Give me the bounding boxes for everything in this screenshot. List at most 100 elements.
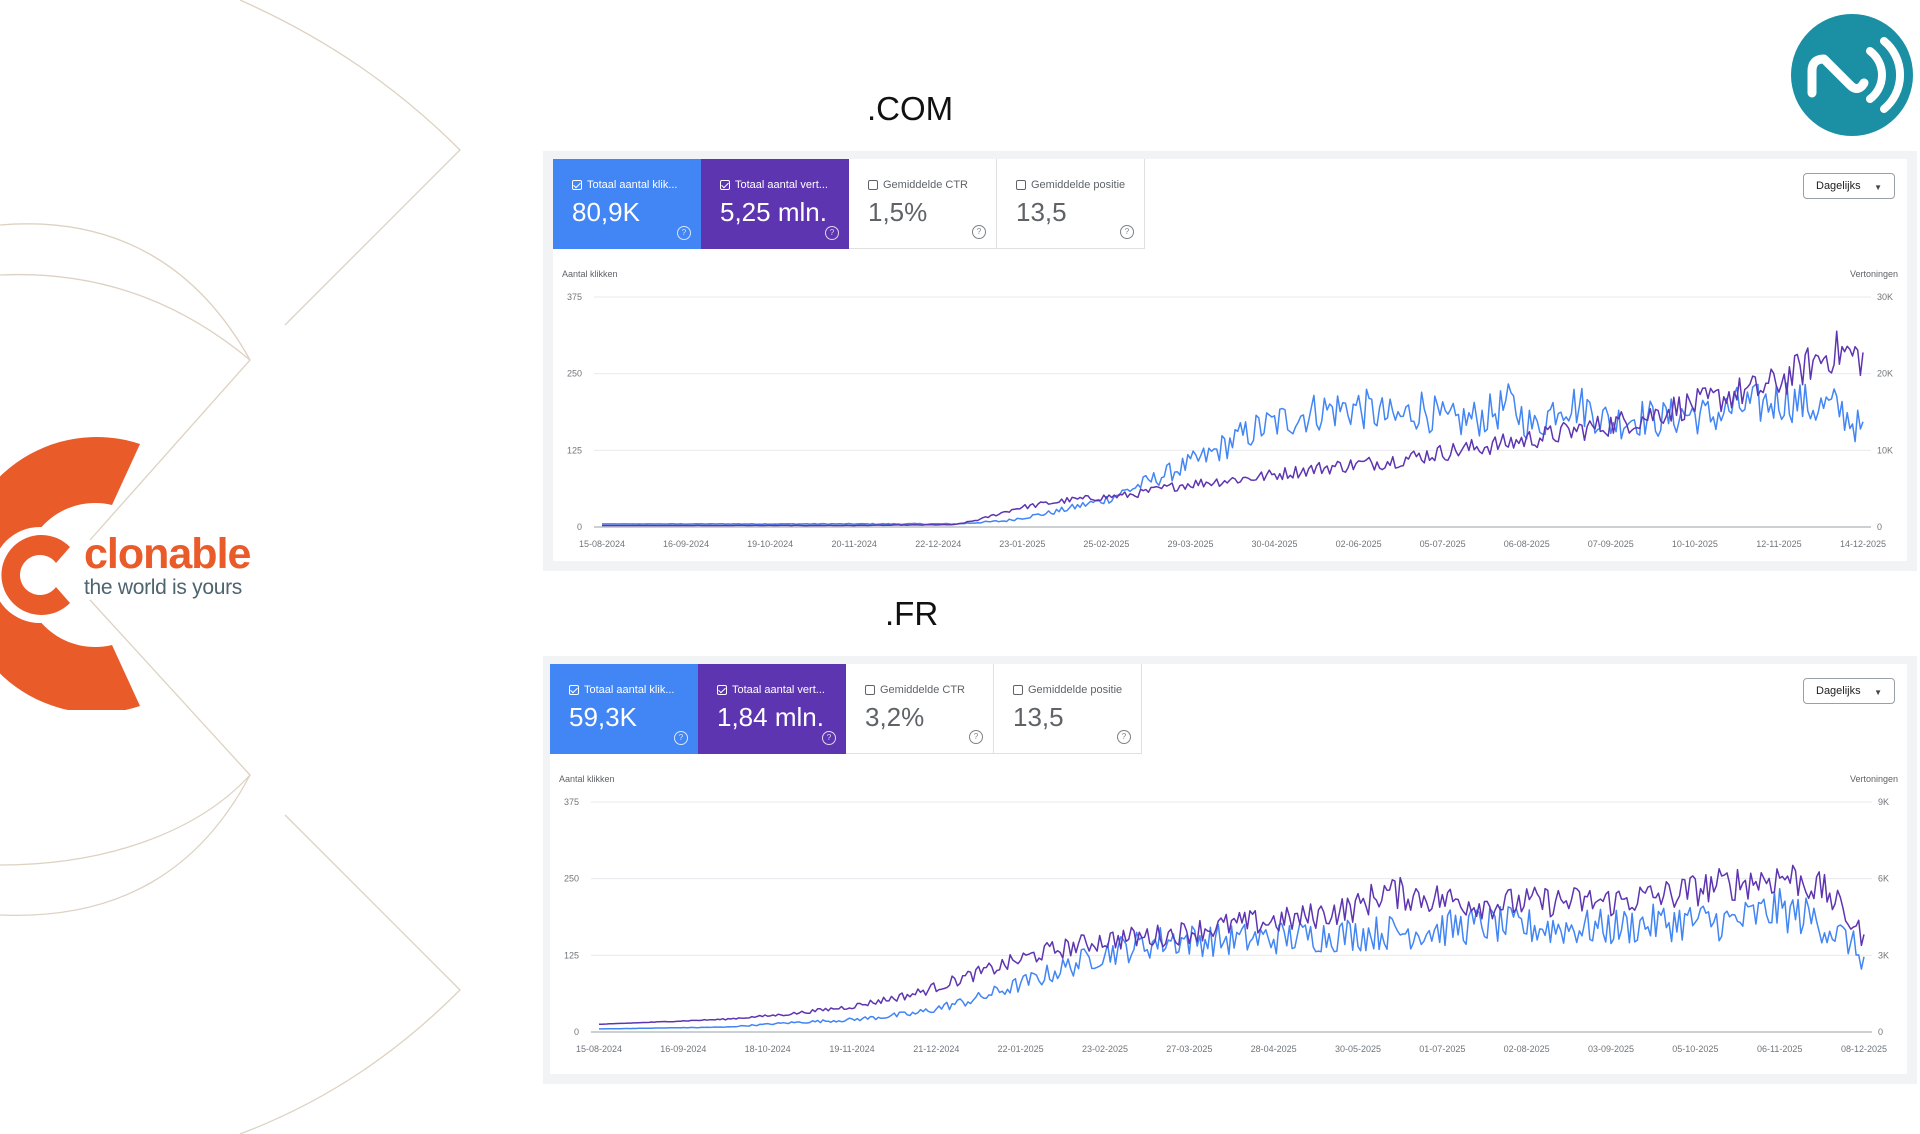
x-tick-label: 16-09-2024 bbox=[660, 1044, 706, 1054]
metric-label: Gemiddelde CTR bbox=[883, 179, 968, 191]
series-line-impressions bbox=[602, 330, 1864, 527]
clonable-logo-mark bbox=[0, 437, 140, 710]
metric-value: 1,84 mln. bbox=[717, 702, 824, 732]
metric-value: 1,5% bbox=[868, 197, 928, 227]
x-tick-label: 30-04-2025 bbox=[1252, 539, 1298, 549]
series-line-impressions bbox=[598, 864, 1865, 1026]
x-tick-label: 23-02-2025 bbox=[1082, 1044, 1128, 1054]
panel-inner: Totaal aantal klik... 59,3K ? Totaal aan… bbox=[550, 664, 1907, 1074]
x-tick-label: 12-11-2025 bbox=[1756, 539, 1801, 549]
metric-label: Totaal aantal klik... bbox=[587, 179, 678, 191]
x-tick-label: 02-08-2025 bbox=[1504, 1044, 1550, 1054]
panel-inner: Totaal aantal klik... 80,9K ? Totaal aan… bbox=[553, 159, 1907, 561]
metric-label: Totaal aantal klik... bbox=[584, 684, 675, 696]
x-tick-label: 18-10-2024 bbox=[745, 1044, 791, 1054]
x-tick-label: 27-03-2025 bbox=[1166, 1044, 1212, 1054]
x-tick-label: 07-09-2025 bbox=[1588, 539, 1634, 549]
x-tick-label: 16-09-2024 bbox=[663, 539, 709, 549]
metric-card-position[interactable]: Gemiddelde positie 13,5 ? bbox=[997, 159, 1145, 249]
x-tick-label: 05-10-2025 bbox=[1672, 1044, 1718, 1054]
help-icon[interactable]: ? bbox=[677, 226, 691, 240]
checkbox-icon[interactable] bbox=[865, 685, 875, 695]
y-axis-title: Aantal klikken bbox=[562, 269, 618, 279]
metric-card-position[interactable]: Gemiddelde positie 13,5 ? bbox=[994, 664, 1142, 754]
help-icon[interactable]: ? bbox=[674, 731, 688, 745]
x-tick-label: 03-09-2025 bbox=[1588, 1044, 1634, 1054]
help-icon[interactable]: ? bbox=[1120, 225, 1134, 239]
metric-value: 59,3K bbox=[569, 702, 637, 732]
y2-tick-label: 3K bbox=[1878, 950, 1889, 960]
x-tick-label: 22-12-2024 bbox=[915, 539, 961, 549]
checkbox-icon[interactable] bbox=[572, 180, 582, 190]
y-tick-label: 0 bbox=[574, 1027, 579, 1037]
metric-card-impressions[interactable]: Totaal aantal vert... 5,25 mln. ? bbox=[701, 159, 849, 249]
y-tick-label: 250 bbox=[567, 369, 582, 379]
panel-title-fr: .FR bbox=[885, 595, 939, 632]
line-chart-fr: 0 0 125 3K 250 6K 375 9K Aantal klikken Vertoning… bbox=[559, 774, 1898, 1054]
search-console-panel-com: Totaal aantal klik... 80,9K ? Totaal aan… bbox=[543, 151, 1917, 571]
help-icon[interactable]: ? bbox=[1117, 730, 1131, 744]
metric-card-ctr[interactable]: Gemiddelde CTR 1,5% ? bbox=[849, 159, 997, 249]
checkbox-icon[interactable] bbox=[868, 180, 878, 190]
help-icon[interactable]: ? bbox=[822, 731, 836, 745]
x-tick-label: 19-11-2024 bbox=[829, 1044, 874, 1054]
help-icon[interactable]: ? bbox=[972, 225, 986, 239]
x-tick-label: 21-12-2024 bbox=[913, 1044, 959, 1054]
x-tick-label: 15-08-2024 bbox=[576, 1044, 622, 1054]
y-tick-label: 375 bbox=[564, 797, 579, 807]
metric-card-impressions[interactable]: Totaal aantal vert... 1,84 mln. ? bbox=[698, 664, 846, 754]
x-tick-label: 30-05-2025 bbox=[1335, 1044, 1381, 1054]
period-dropdown-value: Dagelijks bbox=[1816, 685, 1861, 697]
sound-wave-badge-icon bbox=[1791, 14, 1913, 136]
metric-label: Totaal aantal vert... bbox=[735, 179, 828, 191]
y2-tick-label: 9K bbox=[1878, 797, 1889, 807]
panel-title-com: .COM bbox=[867, 90, 954, 127]
metric-value: 13,5 bbox=[1013, 702, 1064, 732]
metric-card-clicks[interactable]: Totaal aantal klik... 80,9K ? bbox=[553, 159, 701, 249]
metric-label: Gemiddelde positie bbox=[1028, 684, 1123, 696]
caret-down-icon: ▼ bbox=[1874, 183, 1882, 192]
period-dropdown-value: Dagelijks bbox=[1816, 180, 1861, 192]
y-tick-label: 250 bbox=[564, 874, 579, 884]
series-line-clicks bbox=[599, 887, 1865, 1030]
y2-axis-title: Vertoningen bbox=[1850, 774, 1898, 784]
metric-value: 3,2% bbox=[865, 702, 925, 732]
metric-card-ctr[interactable]: Gemiddelde CTR 3,2% ? bbox=[846, 664, 994, 754]
period-dropdown[interactable]: Dagelijks ▼ bbox=[1803, 678, 1895, 704]
checkbox-icon[interactable] bbox=[1013, 685, 1023, 695]
x-tick-label: 22-01-2025 bbox=[998, 1044, 1044, 1054]
y2-axis-title: Vertoningen bbox=[1850, 269, 1898, 279]
checkbox-icon[interactable] bbox=[569, 685, 579, 695]
x-tick-label: 06-08-2025 bbox=[1504, 539, 1550, 549]
x-tick-label: 10-10-2025 bbox=[1672, 539, 1718, 549]
y2-tick-label: 10K bbox=[1877, 445, 1893, 455]
x-tick-label: 29-03-2025 bbox=[1167, 539, 1213, 549]
metric-value: 80,9K bbox=[572, 197, 640, 227]
decorative-swirl-lines bbox=[0, 0, 461, 1134]
line-chart-com: 0 0 125 10K 250 20K 375 30K Aantal klikken Verton… bbox=[562, 269, 1898, 549]
x-tick-label: 23-01-2025 bbox=[999, 539, 1045, 549]
x-tick-label: 08-12-2025 bbox=[1841, 1044, 1887, 1054]
metric-label: Gemiddelde positie bbox=[1031, 179, 1126, 191]
help-icon[interactable]: ? bbox=[825, 226, 839, 240]
x-tick-label: 05-07-2025 bbox=[1420, 539, 1466, 549]
y2-tick-label: 0 bbox=[1878, 1027, 1883, 1037]
checkbox-icon[interactable] bbox=[717, 685, 727, 695]
x-tick-label: 20-11-2024 bbox=[832, 539, 877, 549]
search-console-panel-fr: Totaal aantal klik... 59,3K ? Totaal aan… bbox=[543, 656, 1917, 1084]
y2-tick-label: 20K bbox=[1877, 369, 1893, 379]
x-tick-label: 01-07-2025 bbox=[1419, 1044, 1465, 1054]
period-dropdown[interactable]: Dagelijks ▼ bbox=[1803, 173, 1895, 199]
x-tick-label: 15-08-2024 bbox=[579, 539, 625, 549]
y-tick-label: 125 bbox=[567, 445, 582, 455]
checkbox-icon[interactable] bbox=[1016, 180, 1026, 190]
metric-value: 5,25 mln. bbox=[720, 197, 827, 227]
y-tick-label: 125 bbox=[564, 950, 579, 960]
help-icon[interactable]: ? bbox=[969, 730, 983, 744]
x-tick-label: 02-06-2025 bbox=[1336, 539, 1382, 549]
metric-card-clicks[interactable]: Totaal aantal klik... 59,3K ? bbox=[550, 664, 698, 754]
x-tick-label: 19-10-2024 bbox=[747, 539, 793, 549]
x-tick-label: 25-02-2025 bbox=[1083, 539, 1129, 549]
checkbox-icon[interactable] bbox=[720, 180, 730, 190]
brand-name: clonable bbox=[84, 530, 251, 578]
